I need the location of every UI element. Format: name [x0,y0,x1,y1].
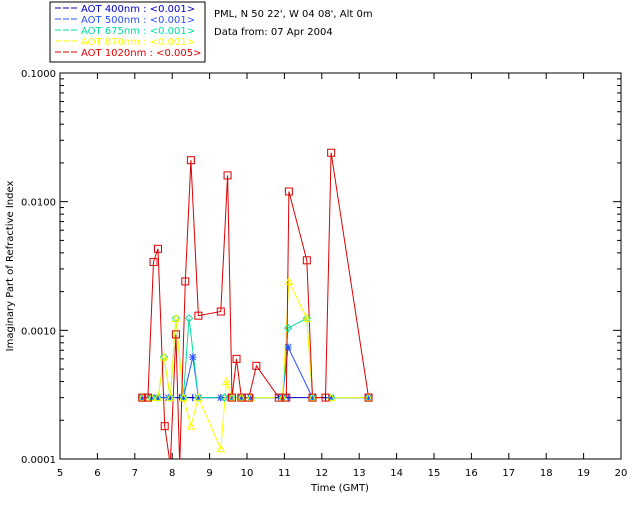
data-point-square [153,244,162,253]
data-point-star [153,394,161,402]
data-point-star [365,394,373,402]
data-point-square [181,277,190,286]
x-tick-label: 6 [94,468,100,479]
series-line-5 [142,152,370,459]
data-point-triangle [308,393,317,402]
data-point-diamond [220,393,229,402]
x-tick-label: 5 [57,468,63,479]
data-point-triangle [222,376,231,386]
x-axis-label: Time (GMT) [310,483,369,494]
data-point-star [179,394,187,402]
data-point-star [327,394,335,402]
data-point-square [321,393,330,402]
y-tick-label: 0.0001 [21,455,56,466]
data-point-square [194,311,203,320]
data-point-square [284,187,293,196]
data-point-square [138,393,147,402]
data-point-triangle [237,393,246,402]
data-point-square [149,257,158,266]
x-tick-label: 17 [502,468,515,479]
data-point-diamond [184,314,194,323]
location-text: PML, N 50 22', W 04 08', Alt 0m [214,9,373,20]
data-point-triangle [284,276,294,285]
x-tick-label: 10 [241,468,254,479]
y-tick-label: 0.1000 [21,69,56,80]
x-tick-label: 18 [540,468,553,479]
y-tick-label: 0.0010 [21,326,56,337]
x-tick-label: 13 [353,468,366,479]
data-point-square [244,393,253,402]
data-point-triangle [186,421,196,430]
x-tick-label: 15 [428,468,441,479]
date-text: Data from: 07 Apr 2004 [214,27,333,38]
data-point-square [216,307,225,316]
axis-ticks: 5 6 7 8 9 10 11 12 13 14 15 16 17 18 19 20 0.0001 0.0010 0… [21,69,627,479]
data-point-triangle [364,393,373,402]
data-point-star [138,394,146,402]
data-point-square [302,256,311,265]
legend-label: AOT 675nm : <0.001> [81,26,195,37]
data-point-star [194,394,202,402]
data-point-star [284,343,292,351]
legend-label: AOT 870nm : <0.001> [81,37,195,48]
data-point-square [223,171,232,180]
data-point-square [327,148,336,157]
data-point-star [189,353,197,361]
data-point-diamond [283,323,293,333]
data-point-square [232,354,241,363]
data-point-triangle [165,393,175,402]
legend: AOT 400nm : <0.001>AOT 500nm : <0.001>AO… [55,4,201,59]
x-tick-label: 20 [615,468,628,479]
series-line-4 [142,279,369,450]
series-lines [141,152,370,459]
series-markers [137,148,373,468]
data-point-square [176,461,183,468]
data-point-star [237,394,245,402]
data-point-square [143,393,152,402]
data-point-triangle [227,393,237,402]
data-point-square [171,330,180,339]
x-tick-label: 11 [278,468,291,479]
data-point-triangle [194,393,203,402]
x-tick-label: 19 [577,468,590,479]
data-point-triangle [216,444,226,453]
data-point-square [160,422,169,431]
data-point-square [186,156,195,165]
data-point-square [252,361,261,370]
data-point-square [282,393,291,402]
data-point-triangle [171,313,181,322]
y-axis-label: Imaginary Part of Refractive Index [5,181,16,352]
x-tick-label: 12 [315,468,328,479]
x-tick-label: 16 [465,468,478,479]
data-point-diamond [159,352,169,362]
data-point-star [247,394,255,402]
data-point-triangle [159,352,169,361]
legend-label: AOT 1020nm : <0.005> [81,48,201,59]
data-point-star [308,394,316,402]
data-point-triangle [179,393,188,402]
legend-label: AOT 500nm : <0.001> [81,15,195,26]
plot-area [59,72,622,460]
x-tick-label: 8 [169,468,175,479]
x-tick-label: 14 [390,468,403,479]
data-point-square [228,393,237,402]
data-point-triangle [153,393,163,402]
data-point-square [364,393,373,402]
x-tick-label: 9 [206,468,212,479]
data-point-triangle [302,313,312,322]
y-tick-label: 0.0100 [21,198,56,209]
legend-label: AOT 400nm : <0.001> [81,4,195,15]
data-point-square [308,393,317,402]
x-tick-label: 7 [132,468,138,479]
